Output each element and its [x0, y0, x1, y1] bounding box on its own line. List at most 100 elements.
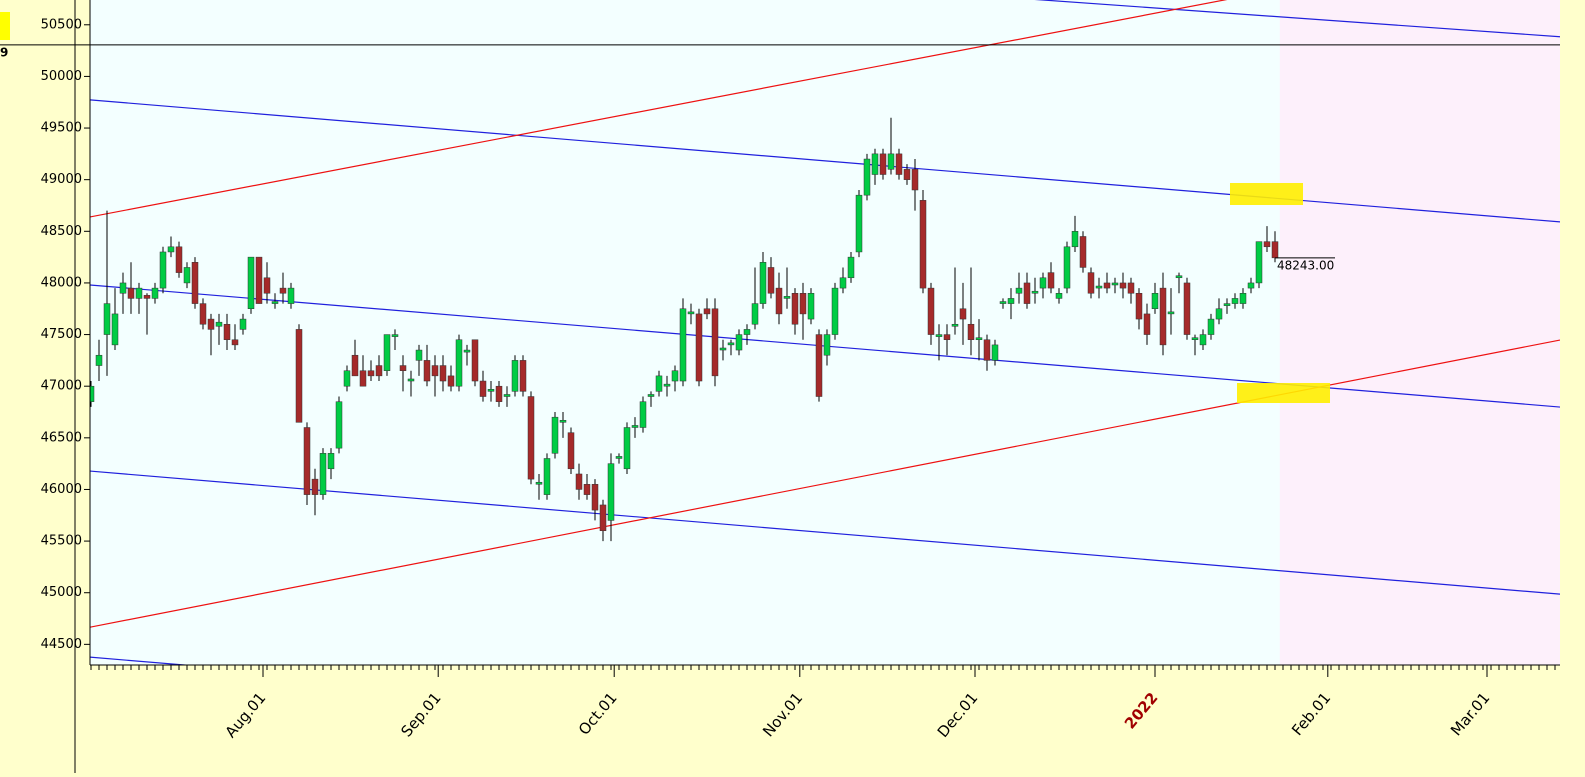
candle-body: [1119, 282, 1127, 289]
y-tick-label: 46000: [41, 482, 82, 497]
candle-body: [591, 484, 599, 511]
candle-body: [1103, 282, 1111, 289]
candle-body: [575, 473, 583, 490]
candle-body: [311, 478, 319, 495]
candle-body: [1007, 298, 1015, 304]
candle-body: [639, 401, 647, 428]
candle-body: [623, 427, 631, 470]
y-tick-label: 47000: [41, 379, 82, 394]
candle-body: [487, 389, 495, 392]
y-tick-label: 46500: [41, 430, 82, 445]
candle-body: [1023, 282, 1031, 304]
candle-body: [463, 349, 471, 353]
candle-body: [90, 385, 95, 402]
candle-body: [783, 296, 791, 299]
candle-body: [1111, 282, 1119, 286]
candle-body: [775, 287, 783, 315]
future-zone: [1279, 0, 1560, 665]
candle-body: [1223, 303, 1231, 306]
candle-body: [655, 375, 663, 392]
candle-body: [631, 425, 639, 428]
candle-body: [983, 339, 991, 361]
candle-body: [815, 334, 823, 397]
candle-body: [111, 313, 119, 346]
candle-body: [823, 334, 831, 356]
annotations: 48243.00: [1230, 183, 1335, 403]
candle-body: [991, 344, 999, 361]
highlight: [1230, 183, 1303, 205]
candle-body: [1079, 236, 1087, 268]
candle-body: [599, 504, 607, 532]
candle-body: [871, 153, 879, 175]
candle-body: [1015, 287, 1023, 294]
candle-body: [895, 153, 903, 175]
candle-body: [703, 308, 711, 315]
candle-body: [567, 432, 575, 470]
candle-body: [1135, 293, 1143, 320]
candle-body: [751, 303, 759, 325]
candle-body: [1255, 241, 1263, 284]
candle-body: [375, 365, 383, 377]
candle-body: [943, 334, 951, 340]
candle-body: [223, 323, 231, 340]
axis-fragment: 9: [0, 46, 8, 60]
candle-body: [303, 427, 311, 495]
candle-body: [719, 347, 727, 351]
candle-body: [455, 339, 463, 387]
candle-body: [103, 303, 111, 335]
candle-body: [583, 484, 591, 495]
candle-body: [1207, 318, 1215, 335]
candle-body: [679, 308, 687, 382]
candle-body: [327, 453, 335, 470]
candle-body: [663, 383, 671, 387]
y-tick-label: 45500: [41, 534, 82, 549]
channel-line: [90, 470, 1560, 595]
candle-body: [1263, 241, 1271, 248]
candle-body: [919, 200, 927, 289]
candle-body: [151, 287, 159, 299]
candle-body: [1271, 241, 1279, 259]
candle-body: [615, 456, 623, 459]
candle-body: [271, 301, 279, 304]
candle-body: [559, 420, 567, 423]
candle-body: [415, 349, 423, 361]
candle-body: [479, 380, 487, 397]
candle-body: [511, 360, 519, 392]
y-tick-label: 47500: [41, 327, 82, 342]
candle-body: [135, 287, 143, 299]
candle-body: [607, 463, 615, 521]
candle-body: [999, 301, 1007, 304]
candle-body: [167, 246, 175, 253]
channel-line: [90, 99, 1560, 223]
candle-body: [239, 318, 247, 330]
candle-body: [1095, 285, 1103, 289]
candle-body: [383, 334, 391, 371]
candle-body: [127, 287, 135, 299]
candle-body: [1047, 272, 1055, 289]
candle-body: [399, 365, 407, 371]
candle-body: [807, 293, 815, 320]
highlight: [1237, 383, 1330, 403]
candle-body: [1159, 287, 1167, 346]
y-tick-label: 44500: [41, 637, 82, 652]
y-tick-label: 50000: [41, 69, 82, 84]
y-tick-label: 50500: [41, 17, 82, 32]
candle-body: [175, 246, 183, 273]
candle-body: [743, 329, 751, 335]
candle-body: [759, 262, 767, 304]
candle-body: [119, 282, 127, 294]
candle-body: [1183, 282, 1191, 335]
candle-body: [359, 370, 367, 387]
candle-body: [1151, 293, 1159, 309]
candle-body: [1215, 308, 1223, 320]
candle-body: [527, 396, 535, 480]
candle-body: [1175, 275, 1183, 279]
candle-body: [647, 394, 655, 397]
candle-body: [791, 293, 799, 325]
candle-body: [1167, 311, 1175, 315]
candle-body: [519, 360, 527, 392]
candle-body: [143, 295, 151, 299]
candle-body: [671, 370, 679, 382]
candle-body: [975, 337, 983, 340]
